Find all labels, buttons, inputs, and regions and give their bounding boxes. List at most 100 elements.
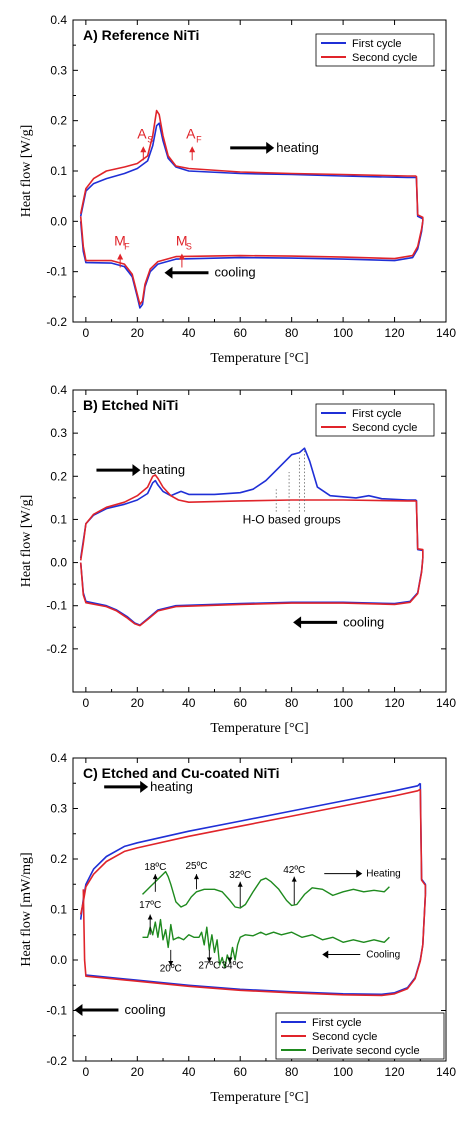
peak-marker-head — [152, 874, 158, 880]
annotation-subscript: S — [147, 134, 153, 144]
legend-entry: Second cycle — [352, 52, 417, 64]
annotation-arrowhead — [132, 464, 141, 477]
annotation: 25ºC — [185, 861, 207, 872]
series-line-jump — [415, 175, 424, 222]
y-axis-label: Heat flow [W/g] — [19, 125, 34, 218]
x-tick-label: 140 — [436, 1065, 456, 1079]
series-line-cooling — [79, 221, 424, 309]
x-tick-label: 100 — [333, 326, 353, 340]
x-tick-label: 20 — [131, 1065, 145, 1079]
chart-panel-1: 0 20 40 60 80 100 120 140 -0.2 -0.1 0.0 0.1 0.2 0.3 0.… — [19, 383, 456, 736]
annotation-subscript: S — [186, 241, 192, 251]
x-tick-label: 80 — [285, 1065, 299, 1079]
annotation-label: 27ºC — [198, 961, 220, 972]
y-tick-label: 0.2 — [50, 469, 67, 483]
series-second-cycle — [79, 788, 427, 997]
y-tick-label: 0.1 — [50, 164, 67, 178]
annotation: 17ºC — [139, 900, 161, 911]
annotation-label: cooling — [124, 1002, 165, 1017]
y-tick-label: 0.4 — [50, 383, 67, 397]
legend-entry: First cycle — [312, 1017, 362, 1029]
x-tick-label: 0 — [83, 696, 90, 710]
y-tick-label: 0.3 — [50, 63, 67, 77]
annotation: cooling — [74, 1002, 166, 1017]
series-second-cycle — [79, 474, 424, 627]
annotation: 20ºC — [160, 964, 182, 975]
legend: First cycle Second cycle — [315, 403, 435, 437]
series-line-cooling — [142, 918, 390, 969]
y-tick-label: 0.1 — [50, 512, 67, 526]
y-tick-label: 0.1 — [50, 903, 67, 917]
x-tick-label: 60 — [234, 696, 248, 710]
y-tick-label: 0.0 — [50, 556, 67, 570]
y-tick-label: 0.0 — [50, 953, 67, 967]
annotation-label: 20ºC — [160, 964, 182, 975]
annotation: H-O based groups — [243, 513, 341, 527]
annotation-arrowhead — [293, 616, 302, 629]
annotation: MS — [176, 232, 192, 268]
annotation-arrowhead — [74, 1004, 83, 1017]
peak-marker-head — [206, 957, 212, 963]
annotation-label: Heating — [366, 869, 400, 880]
annotation: 34ºC — [221, 961, 243, 972]
y-tick-label: -0.2 — [46, 315, 67, 329]
y-tick-label: 0.0 — [50, 214, 67, 228]
annotation-label: 42ºC — [283, 865, 305, 876]
annotation-pointer-head — [140, 146, 147, 153]
chart-title: C) Etched and Cu-coated NiTi — [83, 765, 280, 781]
x-tick-label: 120 — [385, 1065, 405, 1079]
y-tick-label: 0.2 — [50, 852, 67, 866]
annotation-arrowhead — [356, 869, 363, 878]
x-tick-label: 0 — [83, 1065, 90, 1079]
legend-entry: Second cycle — [312, 1031, 377, 1043]
annotation-label: heating — [276, 140, 319, 155]
x-tick-label: 140 — [436, 696, 456, 710]
peak-marker-head — [193, 874, 199, 880]
annotation-subscript: F — [196, 134, 202, 144]
x-tick-label: 60 — [234, 1065, 248, 1079]
legend-entry: Second cycle — [352, 422, 417, 434]
legend: First cycle Second cycle — [315, 33, 435, 67]
y-tick-label: 0.3 — [50, 802, 67, 816]
series-line-cooling — [82, 889, 427, 997]
peak-marker-head — [227, 957, 233, 963]
annotation-arrowhead — [266, 141, 275, 154]
annotation: heating — [230, 140, 319, 155]
peak-marker-head — [237, 881, 243, 887]
annotation-label: A — [137, 125, 147, 141]
series-first-cycle — [79, 122, 424, 309]
legend-entry: Derivate second cycle — [312, 1045, 420, 1057]
x-tick-label: 80 — [285, 326, 299, 340]
series-derivate-second-cycle — [142, 870, 390, 969]
annotation: cooling — [164, 265, 256, 280]
chart-panel-2: 0 20 40 60 80 100 120 140 -0.2 -0.1 0.0 0.1 0.2 0.3 0.… — [19, 751, 456, 1105]
annotation-label: H-O based groups — [243, 513, 341, 527]
annotation: 32ºC — [229, 870, 251, 881]
y-axis-label: Heat flow [mW/mg] — [19, 852, 34, 966]
legend: First cycle Second cycle Derivate second c… — [275, 1012, 445, 1060]
annotation-label: A — [186, 125, 196, 141]
x-axis-label: Temperature [°C] — [210, 721, 308, 736]
annotation-label: cooling — [214, 265, 255, 280]
x-tick-label: 40 — [182, 326, 196, 340]
x-tick-label: 80 — [285, 696, 299, 710]
annotation-subscript: F — [124, 241, 130, 251]
chart-title: A) Reference NiTi — [83, 27, 199, 43]
legend-entry: First cycle — [352, 408, 402, 420]
y-tick-label: 0.4 — [50, 13, 67, 27]
series-line-cooling — [79, 558, 424, 627]
annotation-label: 18ºC — [144, 862, 166, 873]
annotation-label: cooling — [343, 614, 384, 629]
series-line-cooling — [85, 894, 427, 996]
x-tick-label: 40 — [182, 1065, 196, 1079]
series-line-heating — [79, 447, 417, 559]
annotation: Cooling — [322, 949, 400, 960]
series-line-jump — [419, 789, 427, 895]
x-tick-label: 60 — [234, 326, 248, 340]
y-axis-label: Heat flow [W/g] — [19, 495, 34, 588]
x-tick-label: 40 — [182, 696, 196, 710]
peak-marker-head — [291, 876, 297, 882]
annotation-pointer-head — [178, 253, 185, 260]
